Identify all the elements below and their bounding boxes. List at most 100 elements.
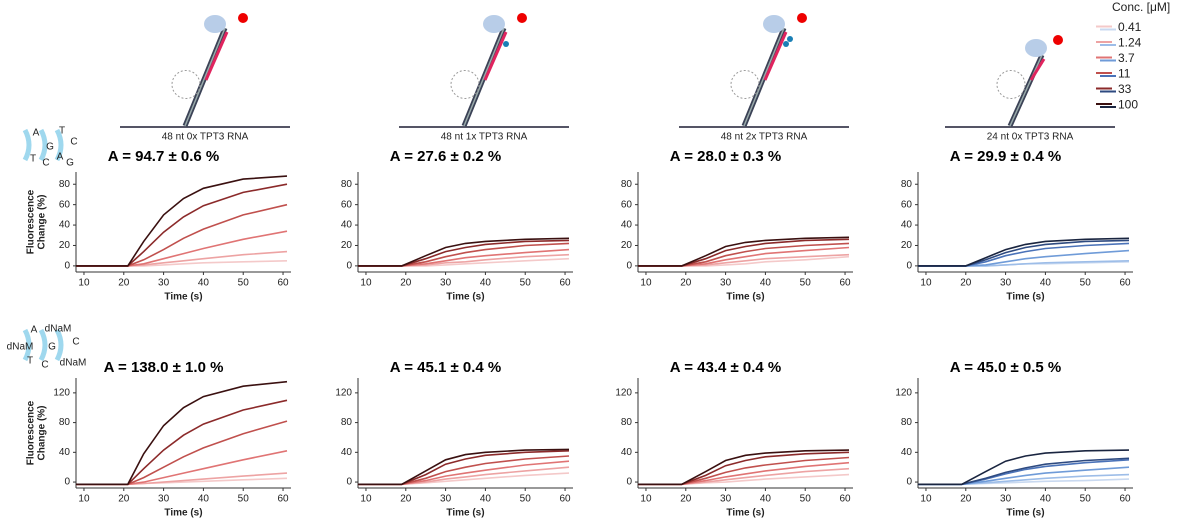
y-tick-label: 80 bbox=[59, 179, 71, 190]
x-tick-label: 50 bbox=[1080, 278, 1092, 289]
x-axis-label: Time (s) bbox=[1006, 292, 1044, 303]
x-tick-label: 20 bbox=[400, 494, 412, 505]
x-tick-label: 30 bbox=[1000, 494, 1012, 505]
tpt3-dot bbox=[787, 36, 793, 42]
x-tick-label: 30 bbox=[440, 494, 452, 505]
tpt3-dot bbox=[783, 41, 789, 47]
y-axis-label: Fluorescence bbox=[26, 189, 37, 254]
protein bbox=[483, 15, 505, 33]
schematic-label: 48 nt 2x TPT3 RNA bbox=[721, 132, 808, 143]
x-tick-label: 50 bbox=[800, 494, 812, 505]
helix-wave bbox=[38, 128, 48, 162]
protein bbox=[763, 15, 785, 33]
dashed-arc bbox=[450, 70, 480, 99]
x-axis-label: Time (s) bbox=[164, 508, 202, 519]
chart-title: A = 94.7 ± 0.6 % bbox=[108, 148, 220, 165]
x-tick-label: 20 bbox=[400, 278, 412, 289]
x-tick-label: 10 bbox=[640, 494, 652, 505]
x-tick-label: 30 bbox=[440, 278, 452, 289]
x-tick-label: 20 bbox=[680, 278, 692, 289]
y-tick-label: 60 bbox=[901, 199, 913, 210]
y-tick-label: 120 bbox=[615, 388, 632, 399]
y-tick-label: 0 bbox=[906, 477, 912, 488]
series-line bbox=[358, 237, 570, 267]
y-tick-label: 20 bbox=[621, 240, 633, 251]
y-tick-label: 40 bbox=[621, 447, 633, 458]
x-tick-label: 40 bbox=[1040, 494, 1052, 505]
y-tick-label: 40 bbox=[341, 447, 353, 458]
helix-label: T bbox=[27, 356, 33, 367]
x-tick-label: 10 bbox=[640, 278, 652, 289]
y-tick-label: 80 bbox=[901, 179, 913, 190]
y-tick-label: 40 bbox=[901, 220, 913, 231]
y-tick-label: 20 bbox=[59, 240, 71, 251]
series-line bbox=[76, 399, 288, 486]
helix-label: A bbox=[31, 325, 38, 336]
x-tick-label: 60 bbox=[277, 278, 289, 289]
x-axis-label: Time (s) bbox=[164, 292, 202, 303]
y-tick-label: 0 bbox=[626, 477, 632, 488]
chart-title: A = 29.9 ± 0.4 % bbox=[950, 148, 1062, 165]
helix-wave bbox=[38, 328, 48, 362]
x-tick-label: 10 bbox=[920, 278, 932, 289]
y-tick-label: 80 bbox=[621, 179, 633, 190]
dashed-arc bbox=[730, 70, 760, 99]
helix-label: A bbox=[57, 152, 64, 163]
x-tick-label: 40 bbox=[760, 494, 772, 505]
x-tick-label: 10 bbox=[78, 494, 90, 505]
series-line bbox=[358, 460, 570, 486]
legend-label: 33 bbox=[1118, 82, 1132, 96]
y-axis-label: Change (%) bbox=[37, 406, 48, 461]
x-tick-label: 40 bbox=[198, 278, 210, 289]
y-tick-label: 0 bbox=[626, 261, 632, 272]
helix-label: C bbox=[41, 360, 48, 371]
series-line bbox=[76, 380, 288, 486]
helix-label: dNaM bbox=[60, 358, 87, 369]
legend-label: 0.41 bbox=[1118, 20, 1142, 34]
rna-strand bbox=[204, 31, 229, 81]
x-tick-label: 10 bbox=[78, 278, 90, 289]
y-tick-label: 80 bbox=[901, 417, 913, 428]
series-line bbox=[638, 236, 850, 267]
x-tick-label: 50 bbox=[520, 494, 532, 505]
y-tick-label: 120 bbox=[895, 388, 912, 399]
x-tick-label: 60 bbox=[1119, 278, 1131, 289]
chart-title: A = 28.0 ± 0.3 % bbox=[670, 148, 782, 165]
chart-title: A = 138.0 ± 1.0 % bbox=[104, 359, 224, 376]
helix-wave bbox=[22, 128, 32, 162]
y-tick-label: 40 bbox=[621, 220, 633, 231]
x-tick-label: 40 bbox=[480, 278, 492, 289]
y-tick-label: 60 bbox=[59, 199, 71, 210]
y-tick-label: 40 bbox=[901, 447, 913, 458]
legend-label: 3.7 bbox=[1118, 51, 1135, 65]
y-tick-label: 40 bbox=[341, 220, 353, 231]
y-axis-label: Change (%) bbox=[37, 195, 48, 250]
series-line bbox=[358, 448, 570, 486]
series-line bbox=[918, 449, 1130, 486]
x-tick-label: 50 bbox=[800, 278, 812, 289]
x-tick-label: 60 bbox=[839, 494, 851, 505]
fluorophore bbox=[238, 13, 248, 23]
x-tick-label: 50 bbox=[238, 278, 250, 289]
x-tick-label: 30 bbox=[158, 278, 170, 289]
x-tick-label: 60 bbox=[1119, 494, 1131, 505]
helix-label: T bbox=[30, 154, 36, 165]
helix-wave bbox=[54, 128, 64, 162]
x-tick-label: 40 bbox=[480, 494, 492, 505]
x-tick-label: 50 bbox=[1080, 494, 1092, 505]
helix-label: C bbox=[42, 158, 49, 169]
protein bbox=[1025, 39, 1047, 57]
series-line bbox=[638, 473, 850, 486]
y-tick-label: 0 bbox=[346, 261, 352, 272]
dna-strand-inner bbox=[184, 27, 226, 127]
x-tick-label: 10 bbox=[360, 278, 372, 289]
helix-label: G bbox=[48, 342, 56, 353]
series-line bbox=[76, 420, 288, 486]
series-line bbox=[638, 449, 850, 486]
x-tick-label: 20 bbox=[118, 278, 130, 289]
chart-title: A = 43.4 ± 0.4 % bbox=[670, 359, 782, 376]
helix-label: G bbox=[66, 158, 74, 169]
series-line bbox=[918, 457, 1130, 486]
x-tick-label: 30 bbox=[158, 494, 170, 505]
dashed-arc bbox=[171, 70, 201, 99]
